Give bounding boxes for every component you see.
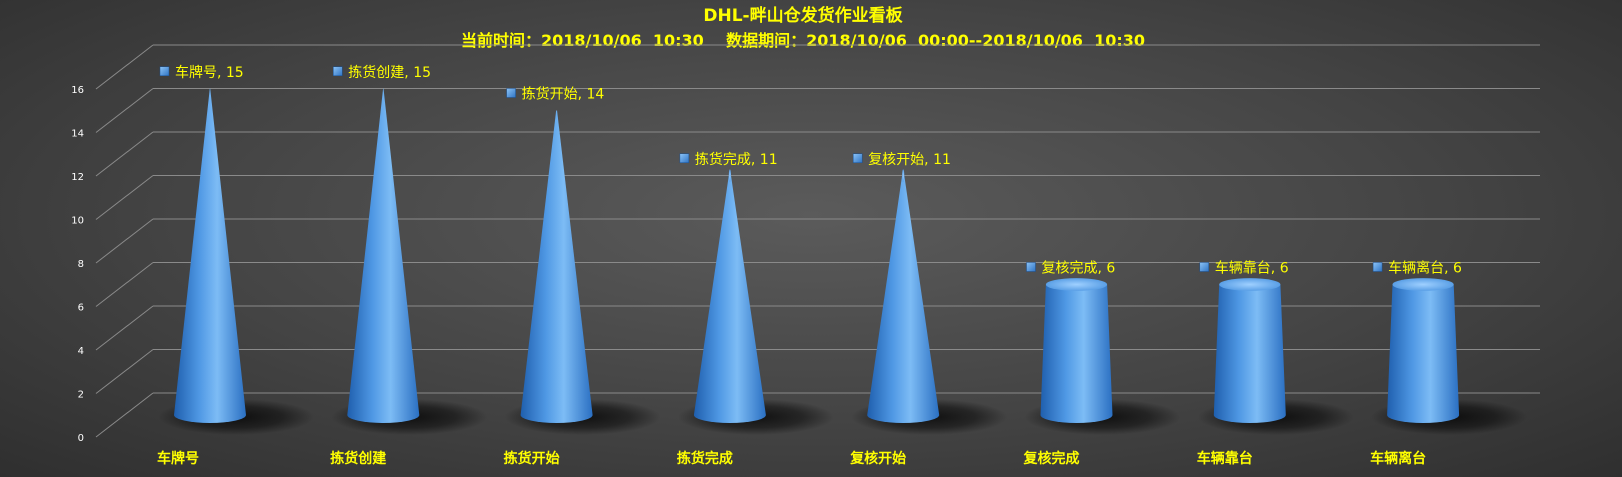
gridline-depth [95, 44, 154, 90]
gridlines [95, 44, 1540, 438]
y-tick-label: 4 [78, 346, 84, 357]
y-axis-ticks: 0 2 4 6 8 10 12 14 16 [71, 85, 84, 444]
y-tick-label: 14 [71, 129, 84, 140]
x-category-label: 车牌号 [157, 450, 199, 467]
chart-subtitle: 当前时间：2018/10/06 10:30 数据期间：2018/10/06 00… [461, 31, 1145, 50]
data-label-key [1199, 262, 1210, 272]
gridline-depth [95, 392, 154, 438]
data-label-key [852, 153, 863, 163]
chart-title: DHL-畔山仓发货作业看板 [703, 5, 903, 26]
x-category-label: 拣货创建 [330, 450, 386, 467]
bar-top [1045, 278, 1108, 291]
bar [693, 175, 766, 423]
x-category-label: 车辆靠台 [1197, 450, 1253, 467]
data-label: 车辆离台, 6 [1388, 260, 1462, 277]
gridline-depth [95, 262, 154, 307]
y-tick-label: 2 [78, 390, 84, 401]
data-labels: 车牌号, 15 拣货创建, 15 拣货开始, 14 拣货完成, 11 复核开始, 11 复… [159, 64, 1462, 277]
bar [174, 88, 246, 423]
y-tick-label: 12 [71, 172, 84, 183]
data-label: 拣货完成, 11 [695, 151, 778, 168]
bar [1213, 284, 1286, 423]
x-category-label: 车辆离台 [1370, 450, 1426, 467]
bars [174, 88, 1460, 423]
x-category-label: 拣货完成 [677, 450, 733, 467]
y-tick-label: 0 [78, 433, 84, 444]
data-label-key [506, 88, 516, 98]
gridline-depth [95, 175, 154, 220]
bar [520, 110, 593, 423]
x-category-label: 复核完成 [1023, 450, 1080, 467]
data-label: 复核完成, 6 [1042, 260, 1116, 277]
data-label: 复核开始, 11 [868, 151, 951, 168]
data-label-key [159, 66, 170, 76]
data-label-key [1372, 262, 1383, 272]
data-label: 拣货开始, 14 [522, 86, 605, 103]
x-category-label: 拣货开始 [504, 450, 560, 467]
data-label-key [1026, 262, 1036, 272]
data-label: 车牌号, 15 [175, 64, 244, 81]
gridline-depth [95, 218, 154, 264]
bar-top [1392, 278, 1454, 291]
bar-top [1219, 278, 1281, 291]
bar-top [728, 169, 732, 183]
y-tick-label: 6 [78, 303, 84, 314]
x-category-label: 复核开始 [849, 450, 906, 467]
gridline-depth [95, 305, 154, 351]
y-tick-label: 8 [78, 259, 84, 270]
gridline-depth [95, 131, 154, 177]
x-axis-categories: 车牌号 拣货创建 拣货开始 拣货完成 复核开始 复核完成 车辆靠台 车辆离台 [157, 450, 1426, 467]
y-tick-label: 16 [71, 85, 84, 96]
data-label: 拣货创建, 15 [348, 64, 431, 81]
bar [347, 88, 420, 423]
gridline-depth [95, 349, 154, 394]
bar [1387, 284, 1460, 423]
data-label: 车辆靠台, 6 [1215, 260, 1289, 277]
bar [867, 175, 940, 423]
gridline-depth [95, 88, 154, 133]
bar-top [902, 169, 905, 183]
bar [1040, 284, 1113, 423]
data-label-key [333, 66, 343, 76]
data-label-key [679, 153, 690, 163]
y-tick-label: 10 [71, 216, 84, 227]
